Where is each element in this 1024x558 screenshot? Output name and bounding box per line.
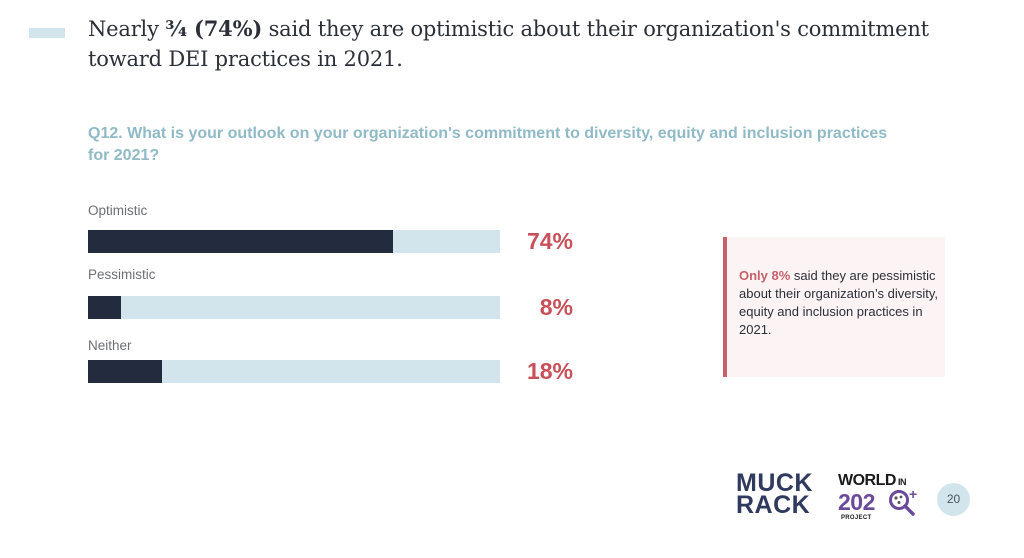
bar-label-neither: Neither — [88, 338, 132, 353]
magnifier-globe-icon: + — [889, 489, 917, 516]
world-logo-year: 202 — [838, 489, 875, 516]
world-logo-line1: WORLD IN — [838, 472, 906, 490]
world-logo-in: IN — [897, 477, 907, 487]
chart-title: Q12. What is your outlook on your organi… — [88, 125, 888, 164]
muck-rack-logo-line2: RACK — [736, 491, 811, 519]
callout-box: Only 8% said they are pessimistic about … — [723, 237, 945, 377]
bar-neither — [88, 360, 162, 383]
bar-label-optimistic: Optimistic — [88, 203, 148, 218]
headline: Nearly ¾ (74%) said they are optimistic … — [88, 14, 968, 74]
headline-pre: Nearly — [88, 17, 166, 41]
page-number: 20 — [937, 483, 970, 516]
callout-body: said they are pessimistic about their or… — [739, 268, 938, 337]
headline-bold: ¾ (74%) — [165, 16, 263, 41]
callout-highlight: Only 8% — [739, 268, 791, 283]
muck-rack-logo: MUCK RACK — [736, 469, 826, 519]
world-logo-word: WORLD — [838, 472, 896, 489]
world-in-2020-logo: WORLD IN 202 + PROJECT — [838, 472, 928, 528]
bar-optimistic — [88, 230, 393, 253]
bar-value-label-optimistic: 74% — [526, 228, 573, 254]
headline-accent-bar — [29, 28, 65, 38]
bar-track-optimistic — [88, 230, 500, 253]
world-logo-year-text: 202 — [838, 489, 875, 515]
bar-value-label-neither: 18% — [526, 358, 573, 384]
bar-value-label-pessimistic: 8% — [539, 294, 573, 320]
muck-rack-logo-line1: MUCK — [736, 469, 813, 497]
headline-post: said they are optimistic about their org… — [88, 17, 929, 71]
world-logo-project: PROJECT — [841, 515, 872, 521]
bar-track-pessimistic — [88, 296, 500, 319]
world-logo-plus: + — [909, 489, 917, 502]
bar-label-pessimistic: Pessimistic — [88, 267, 156, 282]
bar-track-neither — [88, 360, 500, 383]
callout-text: Only 8% said they are pessimistic about … — [739, 267, 944, 339]
bar-pessimistic — [88, 296, 121, 319]
